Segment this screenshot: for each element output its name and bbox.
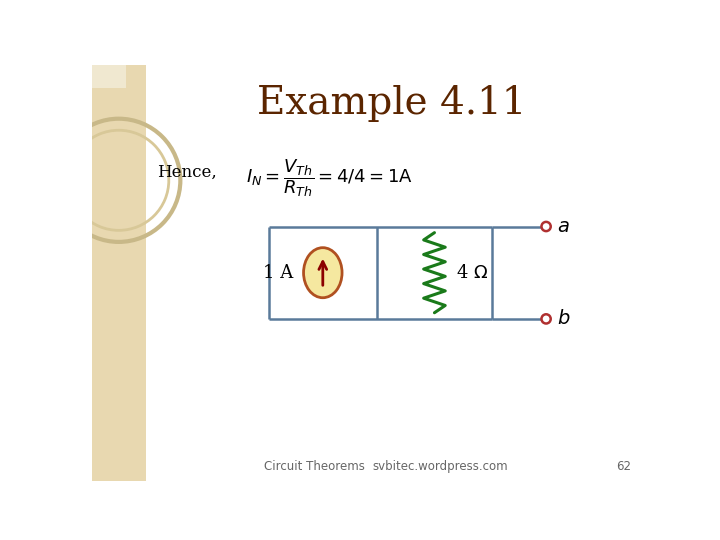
- Text: 62: 62: [616, 460, 631, 473]
- Text: Circuit Theorems: Circuit Theorems: [264, 460, 365, 473]
- Ellipse shape: [304, 248, 342, 298]
- Text: svbitec.wordpress.com: svbitec.wordpress.com: [373, 460, 508, 473]
- Bar: [92, 65, 127, 88]
- Text: $I_N = \dfrac{V_{Th}}{R_{Th}} = 4/4 = 1{\rm A}$: $I_N = \dfrac{V_{Th}}{R_{Th}} = 4/4 = 1{…: [246, 157, 413, 199]
- Text: 1 A: 1 A: [264, 264, 294, 282]
- Circle shape: [541, 314, 551, 323]
- Bar: [92, 65, 145, 481]
- Text: $b$: $b$: [557, 309, 570, 328]
- Text: Hence,: Hence,: [157, 164, 217, 181]
- Text: 4 $\Omega$: 4 $\Omega$: [456, 264, 488, 282]
- Text: $a$: $a$: [557, 218, 570, 235]
- Circle shape: [541, 222, 551, 231]
- Text: Example 4.11: Example 4.11: [258, 85, 527, 122]
